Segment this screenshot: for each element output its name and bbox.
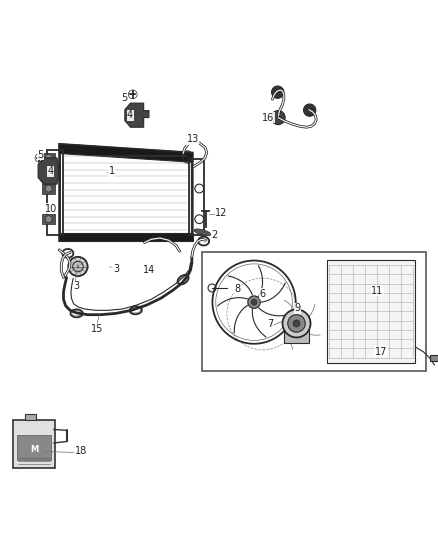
Bar xyxy=(430,356,438,361)
FancyBboxPatch shape xyxy=(13,420,55,468)
Polygon shape xyxy=(327,260,415,363)
Circle shape xyxy=(271,110,285,125)
Circle shape xyxy=(272,86,284,98)
Text: 5: 5 xyxy=(37,150,43,160)
Circle shape xyxy=(283,310,311,337)
Text: 4: 4 xyxy=(127,110,133,120)
Text: M: M xyxy=(30,445,38,454)
Polygon shape xyxy=(38,158,59,184)
Text: 8: 8 xyxy=(235,284,241,294)
Polygon shape xyxy=(42,152,55,163)
Circle shape xyxy=(288,314,305,332)
Text: 15: 15 xyxy=(91,324,103,334)
Polygon shape xyxy=(125,103,149,127)
Text: 14: 14 xyxy=(143,265,155,275)
Text: 11: 11 xyxy=(371,286,384,296)
Bar xyxy=(202,253,426,371)
Text: 2: 2 xyxy=(212,230,218,240)
Text: 5: 5 xyxy=(121,93,127,103)
Text: 17: 17 xyxy=(375,347,387,357)
Ellipse shape xyxy=(194,229,211,236)
Circle shape xyxy=(304,104,316,116)
Polygon shape xyxy=(42,183,55,194)
Text: 13: 13 xyxy=(187,134,199,144)
Text: 18: 18 xyxy=(75,446,87,456)
Text: 16: 16 xyxy=(262,112,274,123)
Text: 10: 10 xyxy=(45,204,57,214)
Circle shape xyxy=(293,320,300,327)
Text: 1: 1 xyxy=(109,166,115,176)
Text: 9: 9 xyxy=(295,303,301,313)
Text: 4: 4 xyxy=(47,166,53,176)
Circle shape xyxy=(45,185,52,192)
Text: 6: 6 xyxy=(260,289,266,298)
Circle shape xyxy=(68,257,88,276)
Circle shape xyxy=(248,296,260,309)
Circle shape xyxy=(45,155,52,161)
Polygon shape xyxy=(59,233,193,241)
Polygon shape xyxy=(59,144,193,162)
Circle shape xyxy=(251,299,257,305)
Text: 12: 12 xyxy=(215,208,227,218)
Circle shape xyxy=(45,216,52,223)
Polygon shape xyxy=(284,316,309,343)
Bar xyxy=(17,435,51,460)
Text: 3: 3 xyxy=(74,281,80,291)
Bar xyxy=(25,414,36,420)
Text: 7: 7 xyxy=(268,319,274,329)
Text: 3: 3 xyxy=(113,264,119,273)
Polygon shape xyxy=(42,214,55,224)
